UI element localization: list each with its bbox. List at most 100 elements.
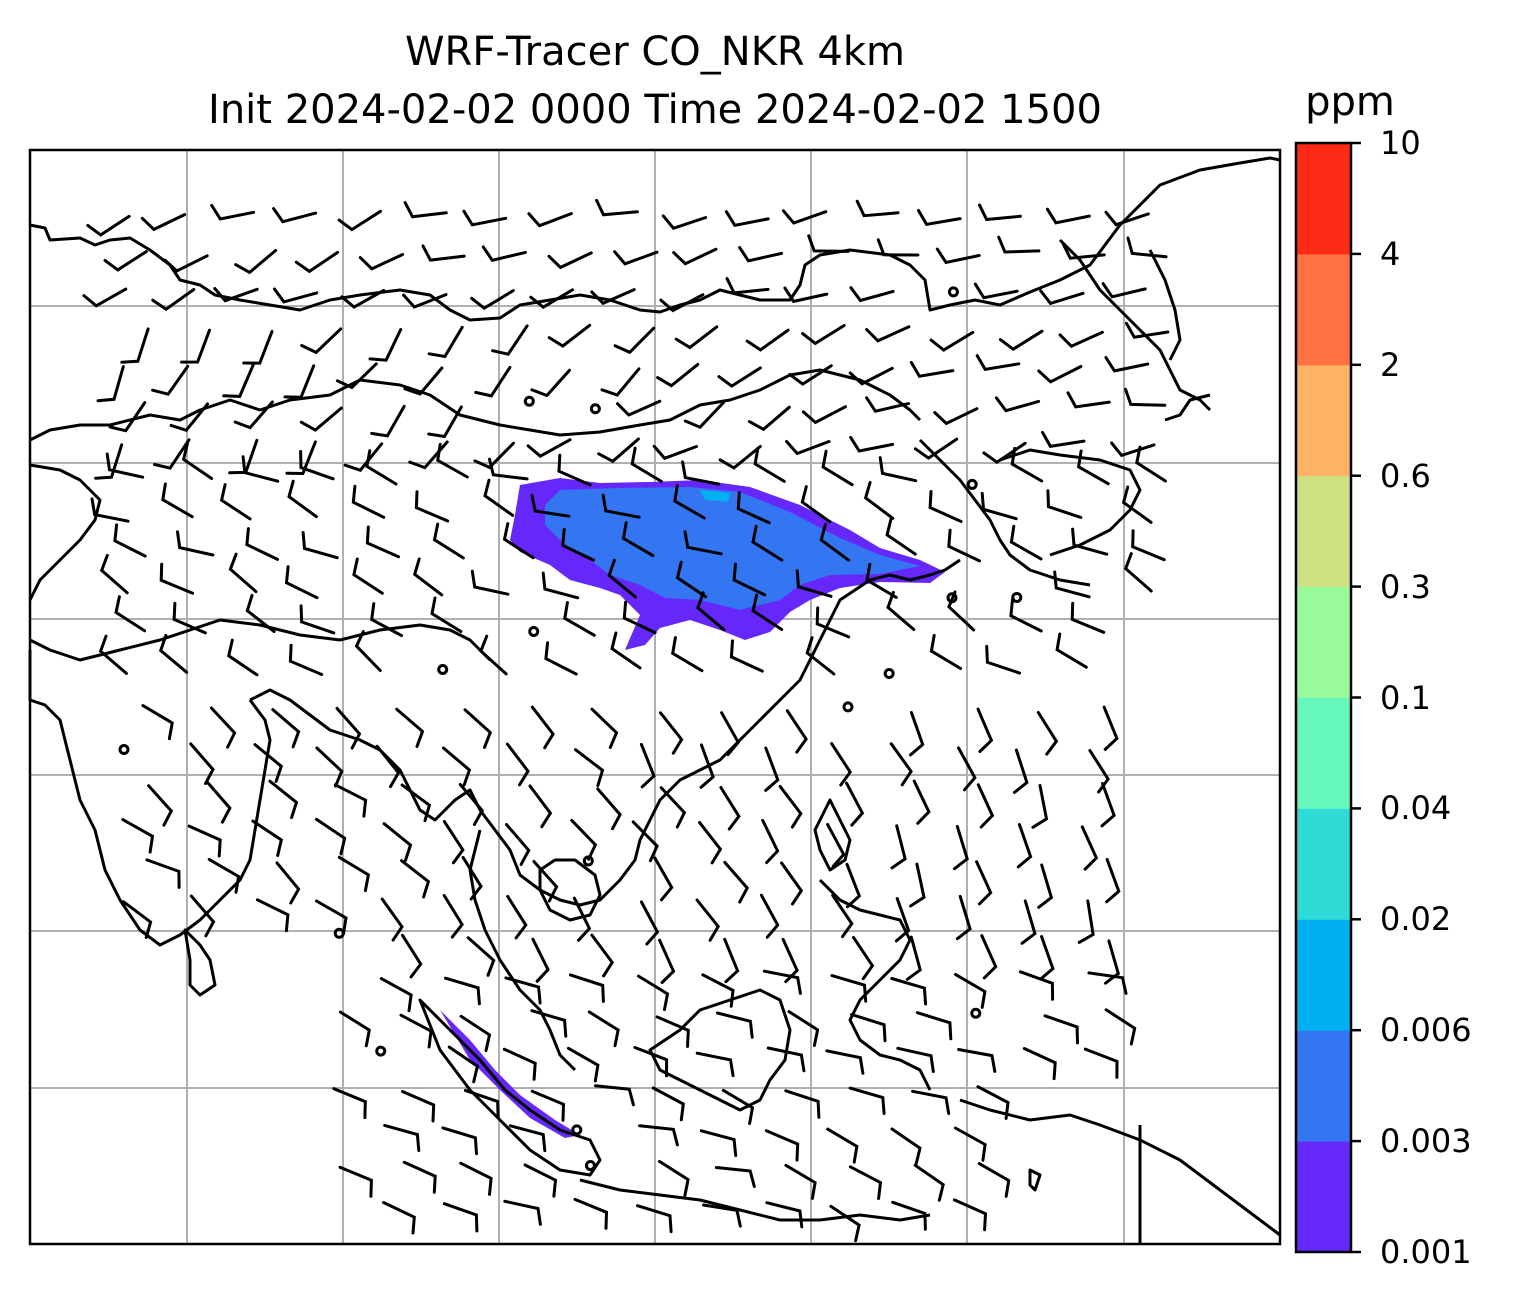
wind-barb bbox=[1104, 1008, 1137, 1046]
wind-barb bbox=[985, 644, 1022, 675]
wind-barb bbox=[1046, 489, 1083, 519]
map-title-line2: Init 2024-02-02 0000 Time 2024-02-02 150… bbox=[208, 87, 1102, 133]
wind-barb bbox=[980, 491, 1018, 521]
wind-barb bbox=[701, 973, 735, 1008]
wind-barb bbox=[315, 746, 344, 788]
wind-barb bbox=[915, 1011, 953, 1041]
wind-barb bbox=[395, 707, 425, 748]
wind-barb bbox=[976, 783, 995, 829]
wind-barb bbox=[601, 493, 641, 519]
wind-barb bbox=[661, 214, 708, 231]
wind-barb bbox=[876, 238, 920, 257]
calm-wind-circle bbox=[528, 626, 540, 638]
wind-barb bbox=[547, 251, 593, 270]
wind-barb bbox=[1104, 210, 1150, 227]
wind-barb bbox=[189, 742, 215, 786]
wind-barb bbox=[442, 746, 472, 787]
wind-barb bbox=[852, 935, 875, 981]
wind-barb bbox=[351, 484, 386, 519]
calm-wind-circle bbox=[375, 1045, 387, 1057]
wind-barb bbox=[855, 199, 900, 218]
wind-barb bbox=[299, 406, 343, 432]
wind-barb bbox=[163, 254, 209, 273]
wind-barb bbox=[826, 1127, 859, 1164]
wind-barb bbox=[673, 483, 706, 520]
colorbar-segment bbox=[1296, 475, 1351, 588]
wind-barb bbox=[121, 900, 153, 939]
wind-barb bbox=[1124, 321, 1170, 339]
wind-barb bbox=[683, 401, 725, 429]
wind-barb bbox=[759, 893, 780, 939]
wind-barb bbox=[724, 210, 770, 227]
wind-barb bbox=[702, 1203, 742, 1228]
wind-barb bbox=[506, 894, 528, 940]
wind-barb bbox=[975, 354, 1021, 372]
wind-barb bbox=[807, 234, 850, 253]
wind-barb bbox=[181, 442, 214, 480]
wind-barb bbox=[503, 1199, 542, 1226]
wind-barb bbox=[631, 820, 659, 863]
wind-barb bbox=[145, 858, 181, 889]
wind-barb bbox=[957, 746, 977, 792]
wind-barb bbox=[427, 405, 463, 439]
wind-barb bbox=[831, 893, 854, 939]
wind-barb bbox=[368, 328, 403, 362]
wind-barb bbox=[657, 1159, 690, 1197]
wind-barb bbox=[616, 399, 662, 417]
colorbar-tick-label: 0.3 bbox=[1380, 567, 1431, 606]
wind-barb bbox=[736, 491, 771, 525]
wind-barb bbox=[473, 441, 515, 470]
wind-barb bbox=[370, 404, 406, 438]
wind-barb bbox=[723, 937, 740, 984]
wind-barb bbox=[766, 1046, 806, 1073]
wind-barb bbox=[332, 1087, 367, 1120]
wind-barb bbox=[1012, 748, 1029, 794]
wind-barb bbox=[977, 1162, 1011, 1198]
wind-barb bbox=[1022, 1047, 1057, 1081]
colorbar-segment bbox=[1296, 143, 1351, 255]
wind-barb bbox=[228, 552, 258, 594]
wind-barb bbox=[547, 323, 592, 348]
wind-barb bbox=[375, 744, 401, 789]
wind-barb bbox=[400, 859, 431, 899]
wind-barb bbox=[638, 1124, 679, 1147]
wind-barb bbox=[421, 244, 466, 262]
wind-barb bbox=[479, 634, 508, 676]
wind-barb bbox=[613, 326, 656, 355]
wind-barb bbox=[1053, 570, 1091, 599]
wind-barb bbox=[928, 490, 963, 523]
wind-barb bbox=[491, 324, 529, 356]
wind-barb bbox=[1010, 446, 1044, 483]
colorbar-tick-label: 0.001 bbox=[1380, 1233, 1472, 1271]
wind-barb bbox=[783, 286, 829, 304]
wind-barb bbox=[403, 201, 448, 219]
wind-barb bbox=[597, 437, 640, 464]
wind-barb bbox=[751, 593, 784, 631]
wind-barb bbox=[637, 974, 670, 1012]
wind-barb bbox=[785, 440, 831, 456]
wind-barb bbox=[458, 783, 485, 826]
colorbar-segment bbox=[1296, 919, 1351, 1031]
wind-barb bbox=[528, 784, 553, 829]
wind-barb bbox=[738, 246, 784, 263]
wind-barb bbox=[400, 783, 432, 823]
wind-barb bbox=[1104, 356, 1150, 373]
wind-barb bbox=[572, 896, 592, 942]
wind-barb bbox=[287, 479, 318, 519]
wind-barb bbox=[607, 558, 637, 599]
wind-barb bbox=[878, 456, 918, 483]
wind-barb bbox=[848, 1165, 883, 1200]
wind-barb bbox=[90, 497, 130, 523]
colorbar-tick-label: 0.003 bbox=[1380, 1122, 1472, 1161]
wind-barb bbox=[1126, 236, 1168, 259]
wind-barb bbox=[780, 861, 804, 906]
wind-barb bbox=[530, 1089, 566, 1122]
wind-barb bbox=[891, 1200, 927, 1231]
wind-barb bbox=[82, 287, 128, 308]
calm-wind-circle bbox=[970, 1007, 982, 1019]
wind-barb bbox=[594, 1084, 635, 1107]
wind-barb bbox=[120, 327, 150, 364]
wind-barb bbox=[98, 634, 128, 675]
wind-barb bbox=[180, 328, 211, 364]
wind-barb bbox=[442, 894, 464, 939]
